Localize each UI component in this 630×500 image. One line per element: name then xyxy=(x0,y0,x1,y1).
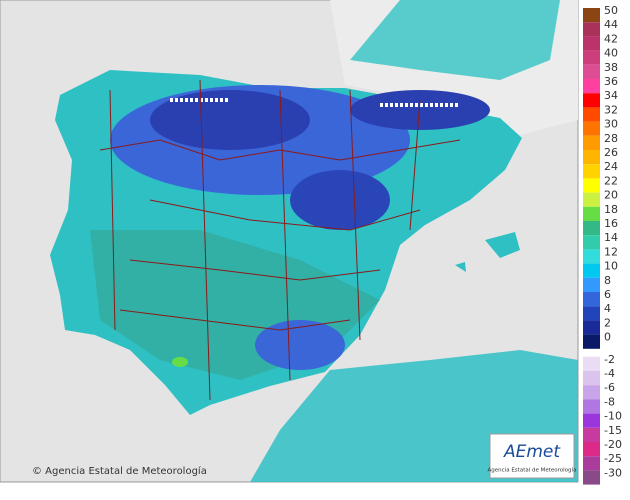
legend-swatch xyxy=(583,192,600,207)
legend-swatch xyxy=(583,334,600,349)
legend-label: 44 xyxy=(604,18,618,31)
legend-label: -2 xyxy=(604,353,615,366)
legend-swatch xyxy=(583,107,600,122)
legend-swatch xyxy=(583,320,600,335)
legend-swatch xyxy=(583,235,600,250)
legend-label: 38 xyxy=(604,61,618,74)
legend-swatch xyxy=(583,249,600,264)
legend-label: 20 xyxy=(604,189,618,202)
legend-swatch xyxy=(583,292,600,307)
legend-swatch xyxy=(583,263,600,278)
legend-label: 12 xyxy=(604,245,618,258)
legend-label: 14 xyxy=(604,231,618,244)
legend-swatch xyxy=(583,36,600,51)
balearics xyxy=(455,232,520,272)
legend-swatch xyxy=(583,277,600,292)
legend-label: 30 xyxy=(604,118,618,131)
legend-swatch xyxy=(583,135,600,150)
legend-label: 22 xyxy=(604,174,618,187)
province-borders xyxy=(99,79,461,401)
legend-swatch xyxy=(583,456,600,471)
legend-label: -4 xyxy=(604,367,615,380)
legend-swatch xyxy=(583,399,600,414)
legend-swatch xyxy=(583,22,600,37)
legend-label: -6 xyxy=(604,381,615,394)
legend-swatch xyxy=(583,427,600,442)
legend-swatch xyxy=(583,64,600,79)
legend-swatch xyxy=(583,150,600,165)
legend-label: 4 xyxy=(604,302,611,315)
logo-name: AEmet xyxy=(503,442,561,462)
legend-label: -8 xyxy=(604,395,615,408)
legend-label: -25 xyxy=(604,452,622,465)
legend-label: 16 xyxy=(604,217,618,230)
legend-label: 0 xyxy=(604,331,611,344)
legend-label: 40 xyxy=(604,47,618,60)
pyrenees-cold xyxy=(350,90,490,130)
legend: 5044424038363432302826242220181614121086… xyxy=(583,4,622,485)
sea-band xyxy=(350,0,560,80)
legend-swatch xyxy=(583,221,600,236)
logo-box: AEmet Agencia Estatal de Meteorología xyxy=(488,433,577,479)
legend-swatch xyxy=(583,50,600,65)
iberian-cold xyxy=(290,170,390,230)
legend-swatch xyxy=(583,79,600,94)
legend-swatch xyxy=(583,470,600,485)
legend-swatch xyxy=(583,206,600,221)
legend-label: -30 xyxy=(604,466,622,479)
legend-swatch xyxy=(583,178,600,193)
legend-swatch xyxy=(583,385,600,400)
legend-label: 2 xyxy=(604,316,611,329)
south-cool xyxy=(255,320,345,370)
legend-label: 8 xyxy=(604,274,611,287)
legend-swatch xyxy=(583,306,600,321)
legend-swatch xyxy=(583,371,600,386)
legend-label: 18 xyxy=(604,203,618,216)
legend-swatch xyxy=(583,121,600,136)
legend-label: 24 xyxy=(604,160,618,173)
legend-label: 26 xyxy=(604,146,618,159)
legend-label: 6 xyxy=(604,288,611,301)
north-cold xyxy=(150,90,310,150)
legend-label: 34 xyxy=(604,89,618,102)
legend-label: 50 xyxy=(604,4,618,17)
legend-swatch xyxy=(583,8,600,23)
legend-swatch xyxy=(583,413,600,428)
legend-label: -10 xyxy=(604,410,622,423)
legend-label: -20 xyxy=(604,438,622,451)
logo-caption: Agencia Estatal de Meteorología xyxy=(488,467,577,474)
legend-swatch xyxy=(583,164,600,179)
legend-label: 28 xyxy=(604,132,618,145)
logo-frame xyxy=(489,433,575,479)
legend-swatch xyxy=(583,442,600,457)
warm-spot xyxy=(172,357,188,367)
legend-label: 42 xyxy=(604,32,618,45)
map xyxy=(0,0,579,483)
legend-label: 36 xyxy=(604,75,618,88)
legend-swatch xyxy=(583,93,600,108)
legend-label: 10 xyxy=(604,260,618,273)
copyright: © Agencia Estatal de Meteorología xyxy=(32,465,207,477)
legend-swatch xyxy=(583,356,600,371)
legend-label: -15 xyxy=(604,424,622,437)
legend-label: 32 xyxy=(604,103,618,116)
